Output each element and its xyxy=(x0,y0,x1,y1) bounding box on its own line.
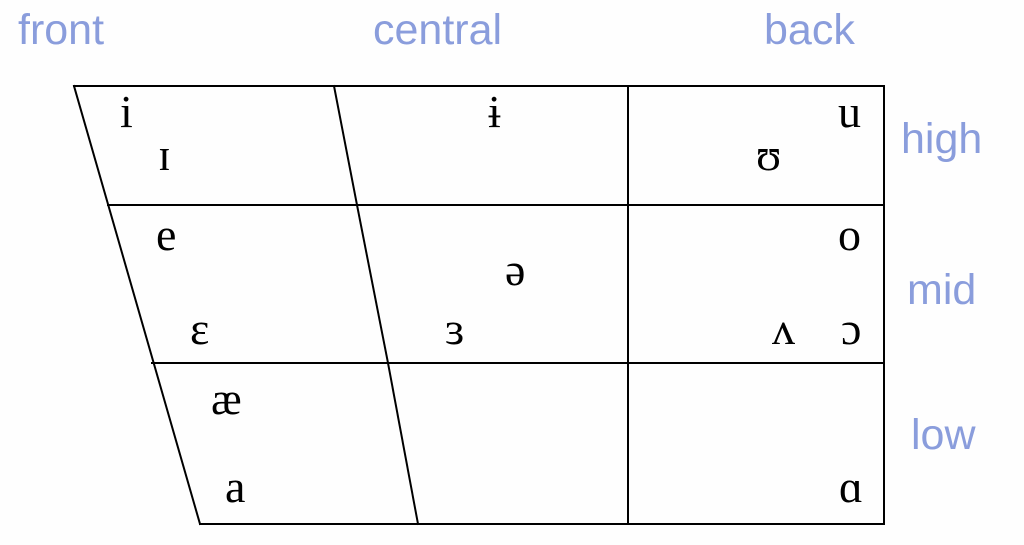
vowel-symbol: æ xyxy=(211,372,242,425)
vowel-symbol: ɑ xyxy=(839,460,863,513)
vowel-symbol: e xyxy=(156,208,176,261)
vowel-symbol: ʊ xyxy=(756,128,781,181)
vowel-symbol: ə xyxy=(505,243,525,296)
vowel-symbol: o xyxy=(838,208,861,261)
vowel-symbol: u xyxy=(838,85,861,138)
vowel-symbol: a xyxy=(225,460,245,513)
vowel-symbol: ɜ xyxy=(445,302,464,355)
vowel-symbol: ɨ xyxy=(488,85,501,138)
vowel-symbol: ɛ xyxy=(190,302,209,355)
vowel-symbol: i xyxy=(120,85,133,138)
vowel-symbol: ʌ xyxy=(772,302,795,355)
vowel-symbol: ɔ xyxy=(841,302,861,355)
vowel-symbol: ɪ xyxy=(158,128,171,181)
